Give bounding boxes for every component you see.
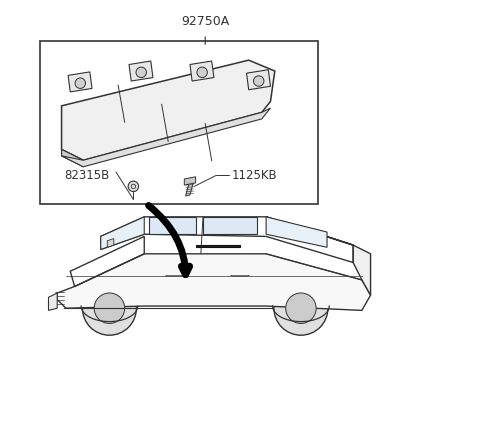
- Polygon shape: [184, 177, 196, 185]
- Polygon shape: [68, 72, 92, 92]
- Polygon shape: [107, 239, 114, 247]
- Polygon shape: [203, 217, 257, 234]
- Polygon shape: [196, 245, 240, 247]
- Polygon shape: [186, 179, 194, 196]
- Polygon shape: [266, 217, 327, 247]
- Circle shape: [83, 281, 136, 335]
- Polygon shape: [190, 61, 214, 81]
- Polygon shape: [61, 60, 275, 160]
- Polygon shape: [48, 293, 57, 311]
- Circle shape: [197, 67, 207, 78]
- Circle shape: [136, 67, 146, 78]
- Polygon shape: [61, 108, 270, 167]
- Circle shape: [94, 293, 125, 323]
- Circle shape: [128, 181, 139, 191]
- Polygon shape: [57, 254, 371, 311]
- Polygon shape: [61, 149, 84, 167]
- Text: 1125KB: 1125KB: [231, 169, 277, 182]
- Polygon shape: [247, 70, 270, 90]
- Polygon shape: [129, 61, 153, 81]
- Bar: [40, 41, 318, 204]
- Circle shape: [274, 281, 328, 335]
- Polygon shape: [266, 217, 371, 295]
- Polygon shape: [149, 217, 196, 234]
- Text: 82315B: 82315B: [64, 169, 109, 182]
- Circle shape: [253, 76, 264, 86]
- Text: 92750A: 92750A: [181, 15, 229, 28]
- Polygon shape: [101, 217, 144, 250]
- Circle shape: [286, 293, 316, 323]
- Circle shape: [75, 78, 85, 88]
